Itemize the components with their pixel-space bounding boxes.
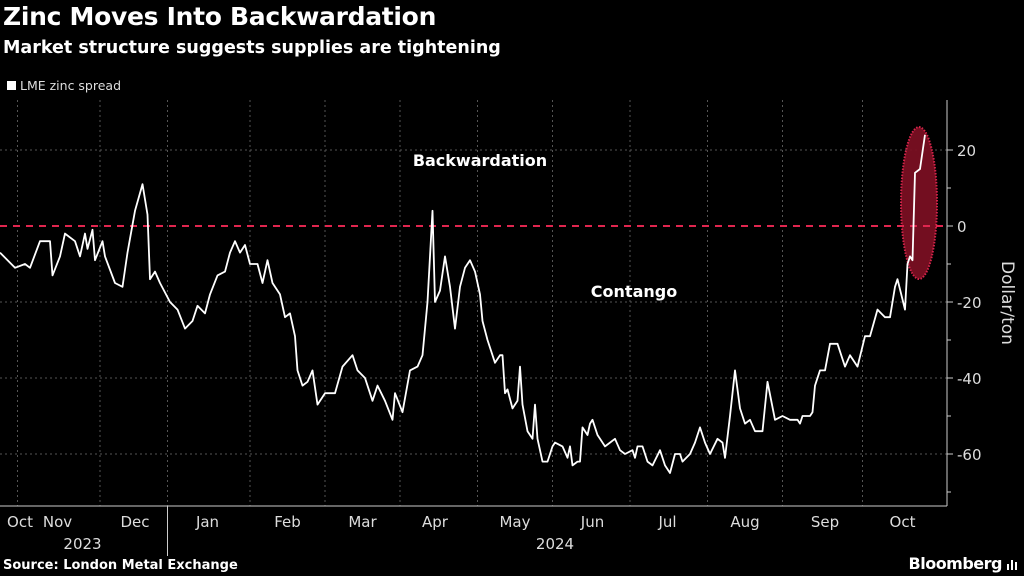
x-tick-label: Oct <box>7 513 33 531</box>
y-tick-label: -20 <box>957 294 982 312</box>
series-line-lme-zinc-spread <box>0 134 926 474</box>
y-tick-label: 0 <box>957 218 967 236</box>
x-tick-label: Jul <box>657 513 676 531</box>
y-tick-label: 20 <box>957 142 976 160</box>
annotation-contango: Contango <box>591 282 677 301</box>
chart-title: Zinc Moves Into Backwardation <box>3 2 437 31</box>
x-tick-label: Feb <box>274 513 301 531</box>
year-label: 2023 <box>63 535 101 553</box>
source-note: Source: London Metal Exchange <box>3 558 238 573</box>
x-tick-label: Sep <box>811 513 839 531</box>
year-label: 2024 <box>536 535 574 553</box>
highlight-ellipse <box>900 126 938 280</box>
legend-label: LME zinc spread <box>20 78 122 93</box>
y-tick-label: -60 <box>957 446 982 464</box>
x-tick-label: Oct <box>890 513 916 531</box>
x-tick-label: Apr <box>422 513 449 531</box>
x-tick-label: Dec <box>120 513 149 531</box>
bloomberg-chart-icon <box>1007 560 1017 570</box>
x-tick-label: Nov <box>43 513 72 531</box>
x-tick-label: May <box>499 513 530 531</box>
annotation-backwardation: Backwardation <box>413 151 547 170</box>
y-tick-label: -40 <box>957 370 982 388</box>
chart-subtitle: Market structure suggests supplies are t… <box>3 38 501 58</box>
x-tick-label: Jun <box>580 513 604 531</box>
legend: LME zinc spread <box>7 78 121 93</box>
bloomberg-logo: Bloomberg <box>908 554 1003 573</box>
x-tick-label: Mar <box>348 513 377 531</box>
x-tick-label: Aug <box>730 513 759 531</box>
x-tick-label: Jan <box>195 513 219 531</box>
legend-swatch <box>7 81 16 90</box>
y-axis-label: Dollar/ton <box>997 261 1017 345</box>
